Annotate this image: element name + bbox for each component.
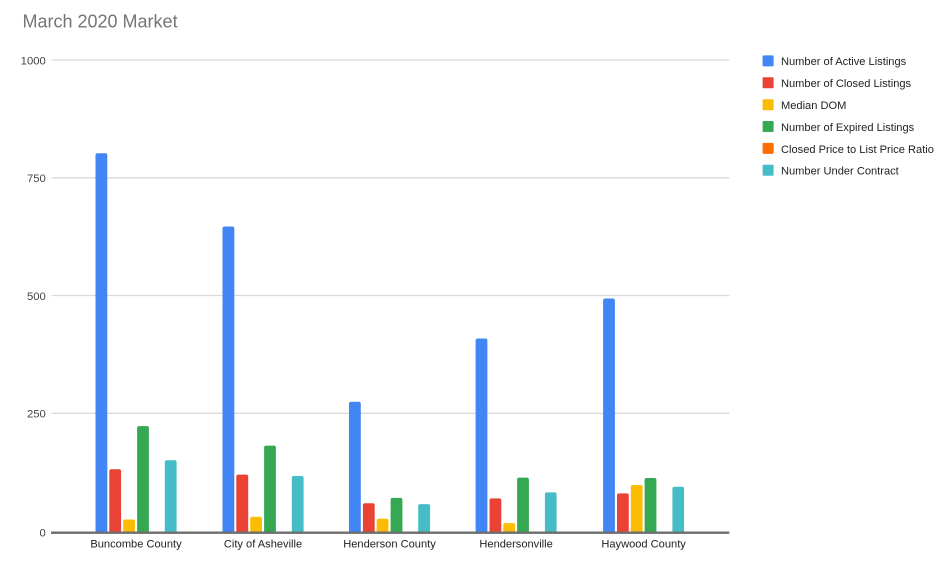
svg-text:Closed Price to List Price Rat: Closed Price to List Price Ratio: [781, 144, 934, 156]
svg-text:250: 250: [27, 409, 46, 421]
svg-text:Number Under Contract: Number Under Contract: [781, 166, 899, 178]
svg-text:Haywood County: Haywood County: [601, 539, 686, 551]
svg-text:Number of Closed Listings: Number of Closed Listings: [781, 78, 912, 90]
svg-text:Median DOM: Median DOM: [781, 100, 846, 112]
svg-text:1000: 1000: [21, 55, 46, 67]
svg-text:Number of Expired Listings: Number of Expired Listings: [781, 122, 915, 134]
svg-text:Henderson County: Henderson County: [343, 539, 436, 551]
svg-text:500: 500: [27, 291, 46, 303]
svg-text:Number of Active Listings: Number of Active Listings: [781, 56, 907, 68]
svg-text:Hendersonville: Hendersonville: [479, 539, 552, 551]
svg-text:Buncombe County: Buncombe County: [90, 539, 182, 551]
svg-text:750: 750: [27, 173, 46, 185]
svg-text:0: 0: [40, 527, 46, 539]
svg-text:March 2020 Market: March 2020 Market: [23, 12, 178, 32]
svg-text:City of Asheville: City of Asheville: [224, 539, 302, 551]
